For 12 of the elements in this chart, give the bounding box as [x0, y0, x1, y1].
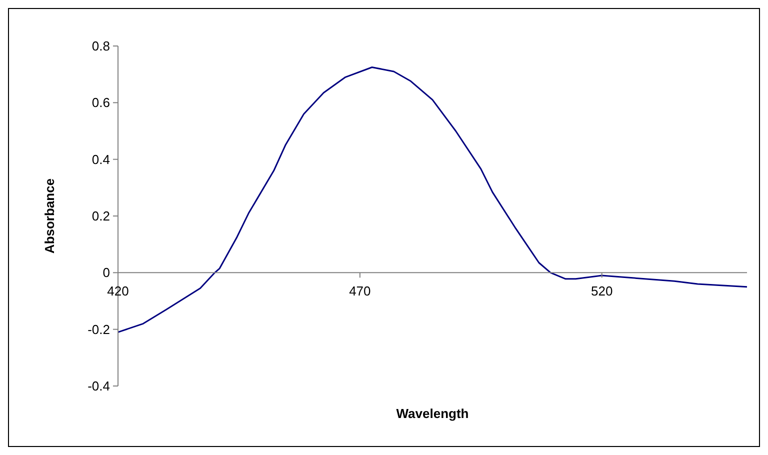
y-axis-title: Absorbance: [42, 178, 57, 254]
x-tick-label: 520: [590, 284, 613, 299]
y-tick-label: 0.6: [92, 95, 110, 110]
x-tick-label: 470: [349, 284, 371, 299]
y-tick-label: 0.4: [92, 152, 110, 167]
y-tick-label: 0: [102, 265, 110, 280]
y-tick-label: 0.2: [92, 208, 110, 224]
y-tick-label: 0.8: [92, 38, 110, 54]
y-tick-label: -0.4: [88, 378, 110, 394]
x-axis-title: Wavelength: [396, 406, 469, 421]
y-tick-label: -0.2: [88, 322, 110, 337]
x-tick-label: 420: [107, 284, 129, 299]
